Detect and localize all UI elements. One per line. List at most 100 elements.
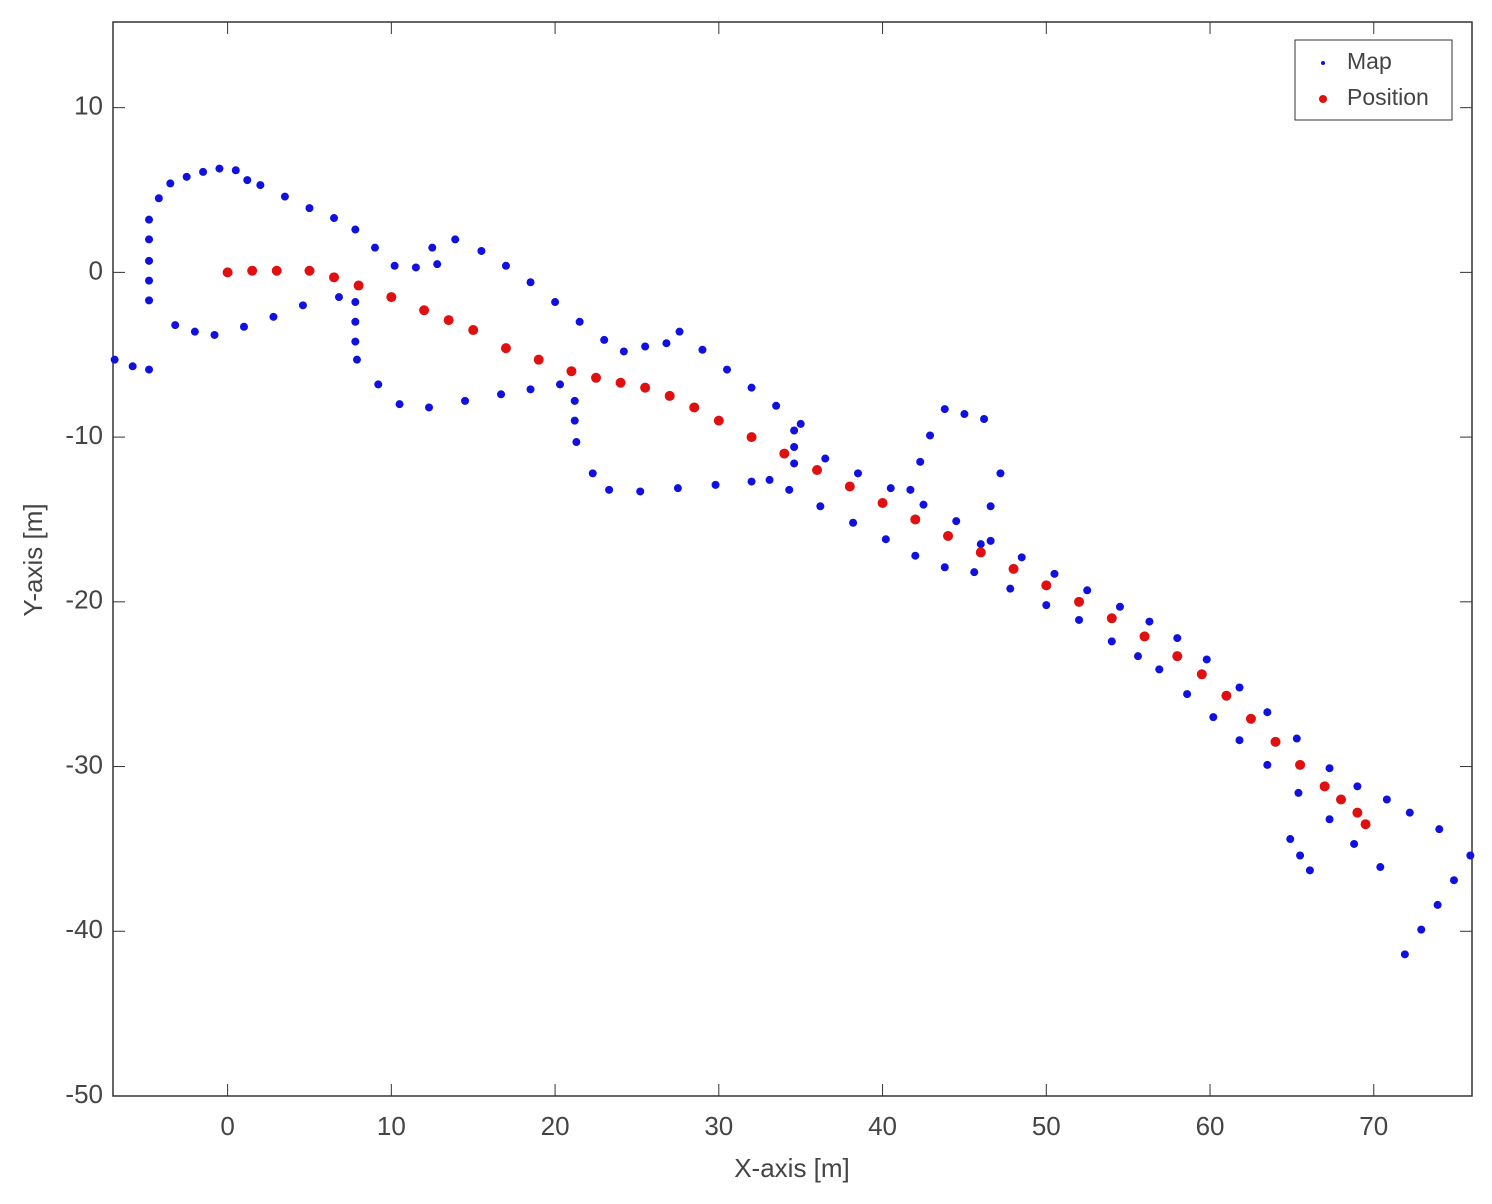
- map-point: [1202, 655, 1211, 664]
- map-point: [451, 235, 460, 244]
- map-point: [711, 480, 720, 489]
- map-point: [636, 487, 645, 496]
- position-point: [1295, 759, 1306, 770]
- map-point: [1263, 708, 1272, 717]
- map-point: [433, 260, 442, 269]
- map-point: [428, 243, 437, 252]
- map-point: [1145, 617, 1154, 626]
- map-point: [555, 380, 564, 389]
- map-point: [790, 442, 799, 451]
- map-point: [210, 330, 219, 339]
- map-point: [1466, 851, 1475, 860]
- y-tick-label: 0: [89, 255, 103, 285]
- map-point: [1382, 795, 1391, 804]
- map-point: [796, 419, 805, 428]
- map-point: [501, 261, 510, 270]
- map-point: [145, 256, 154, 265]
- map-point: [785, 485, 794, 494]
- position-point: [1221, 690, 1232, 701]
- map-point: [1405, 808, 1414, 817]
- map-point: [370, 243, 379, 252]
- position-point: [910, 514, 921, 525]
- position-point: [746, 432, 757, 443]
- map-point: [1296, 851, 1305, 860]
- position-point: [1360, 819, 1371, 830]
- map-point: [110, 355, 119, 364]
- position-point: [943, 530, 954, 541]
- map-point: [145, 215, 154, 224]
- position-point: [247, 265, 258, 276]
- map-point: [351, 298, 360, 307]
- map-point: [166, 179, 175, 188]
- map-point: [1435, 825, 1444, 834]
- map-point: [425, 403, 434, 412]
- x-tick-label: 50: [1032, 1111, 1061, 1141]
- map-point: [411, 263, 420, 272]
- position-point: [640, 382, 651, 393]
- position-point: [419, 305, 430, 316]
- legend-marker: [1321, 61, 1325, 65]
- map-point: [1042, 601, 1051, 610]
- position-point: [443, 315, 454, 326]
- map-point: [395, 400, 404, 409]
- map-point: [1173, 634, 1182, 643]
- y-tick-label: -10: [65, 420, 103, 450]
- map-point: [190, 327, 199, 336]
- x-tick-label: 0: [220, 1111, 234, 1141]
- map-point: [171, 321, 180, 330]
- map-point: [790, 459, 799, 468]
- map-point: [1417, 925, 1426, 934]
- map-point: [477, 246, 486, 255]
- map-point: [986, 536, 995, 545]
- map-point: [1286, 835, 1295, 844]
- map-point: [526, 385, 535, 394]
- map-point: [1050, 569, 1059, 578]
- position-point: [713, 415, 724, 426]
- position-point: [689, 402, 700, 413]
- map-point: [572, 438, 581, 447]
- map-point: [1017, 553, 1026, 562]
- map-point: [1294, 788, 1303, 797]
- map-point: [600, 335, 609, 344]
- map-point: [588, 469, 597, 478]
- map-point: [1449, 876, 1458, 885]
- position-point: [1106, 613, 1117, 624]
- map-point: [619, 347, 628, 356]
- position-point: [664, 390, 675, 401]
- map-point: [790, 426, 799, 435]
- map-point: [352, 355, 361, 364]
- map-point: [1353, 782, 1362, 791]
- position-point: [877, 497, 888, 508]
- x-tick-label: 70: [1359, 1111, 1388, 1141]
- map-point: [1155, 665, 1164, 674]
- position-point: [1270, 736, 1281, 747]
- position-point: [1041, 580, 1052, 591]
- y-axis-label: Y-axis [m]: [18, 503, 48, 616]
- map-point: [215, 164, 224, 173]
- position-point: [844, 481, 855, 492]
- position-point: [1139, 631, 1150, 642]
- map-point: [330, 214, 339, 223]
- map-point: [128, 362, 137, 371]
- map-point: [570, 396, 579, 405]
- map-point: [765, 475, 774, 484]
- map-point: [1350, 839, 1359, 848]
- map-point: [1325, 764, 1334, 773]
- plot-area: [112, 21, 1473, 1097]
- position-point: [304, 265, 315, 276]
- map-point: [239, 322, 248, 331]
- position-point: [566, 366, 577, 377]
- legend-marker: [1319, 95, 1327, 103]
- map-point: [334, 293, 343, 302]
- map-point: [849, 518, 858, 527]
- x-tick-label: 60: [1196, 1111, 1225, 1141]
- x-axis-label: X-axis [m]: [734, 1153, 850, 1183]
- map-point: [747, 477, 756, 486]
- map-point: [1075, 615, 1084, 624]
- map-point: [1433, 900, 1442, 909]
- map-point: [461, 396, 470, 405]
- position-point: [1074, 596, 1085, 607]
- map-point: [351, 317, 360, 326]
- map-point: [723, 365, 732, 374]
